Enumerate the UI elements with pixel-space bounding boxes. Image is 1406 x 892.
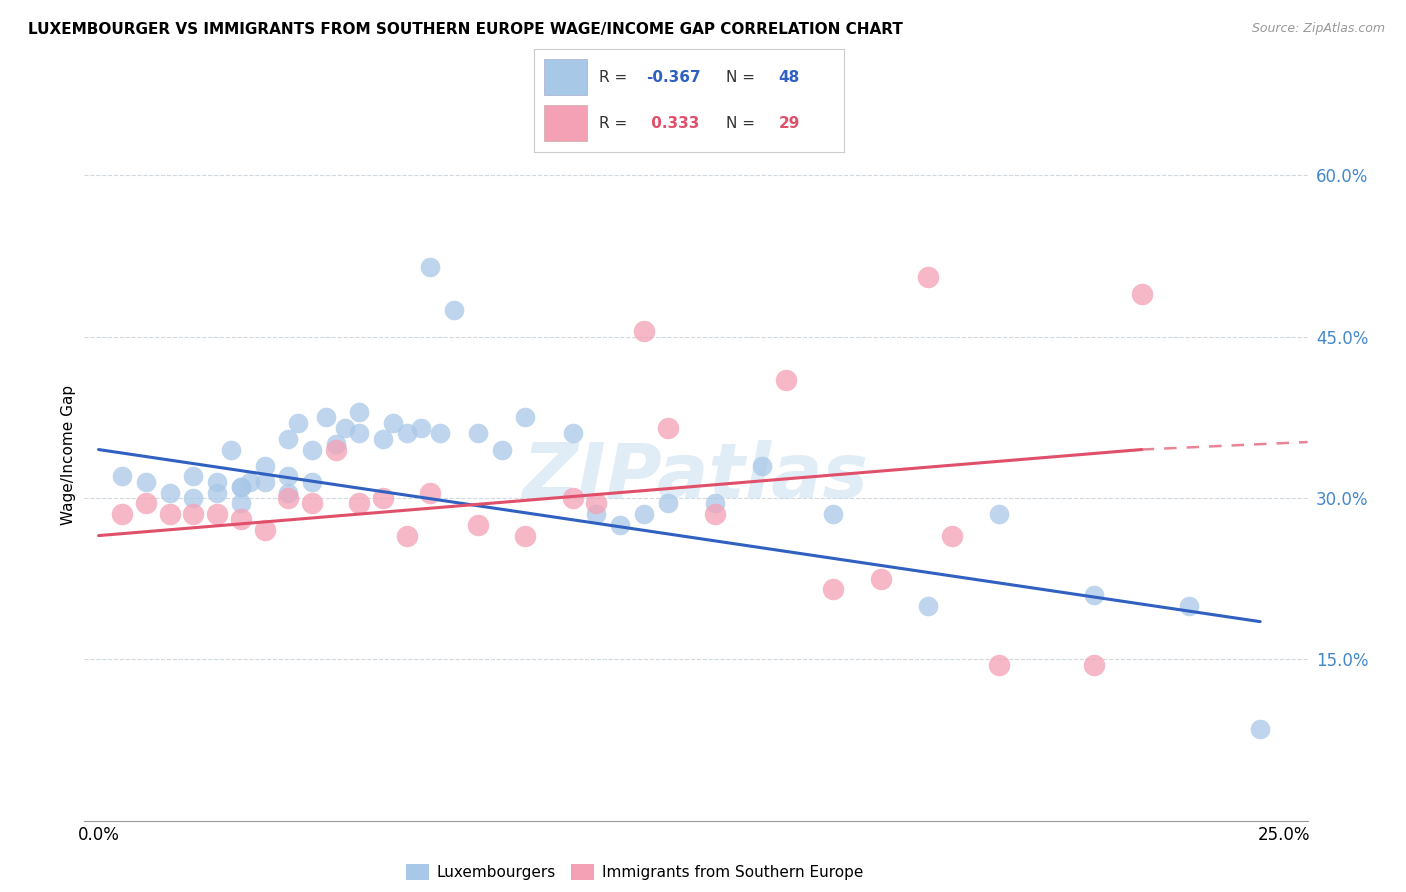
Point: [941, 528, 963, 542]
Point: [159, 507, 181, 521]
Point: [633, 324, 655, 338]
Point: [395, 528, 418, 542]
Y-axis label: Wage/Income Gap: Wage/Income Gap: [60, 384, 76, 525]
Point: [229, 512, 252, 526]
Point: [229, 480, 252, 494]
Point: [467, 517, 489, 532]
Point: [657, 421, 679, 435]
Point: [183, 469, 205, 483]
Point: [229, 496, 252, 510]
Point: [1178, 599, 1201, 613]
Point: [703, 496, 725, 510]
Point: [409, 421, 432, 435]
Point: [277, 491, 299, 505]
Point: [561, 491, 583, 505]
Point: [823, 582, 845, 597]
Point: [395, 426, 418, 441]
Point: [751, 458, 773, 473]
Point: [561, 426, 583, 441]
Text: N =: N =: [725, 116, 759, 131]
Point: [325, 437, 347, 451]
Point: [515, 528, 537, 542]
Text: 0.333: 0.333: [645, 116, 699, 131]
Text: R =: R =: [599, 70, 633, 85]
Point: [381, 416, 404, 430]
Point: [205, 485, 228, 500]
Point: [419, 485, 441, 500]
Text: 48: 48: [779, 70, 800, 85]
Point: [585, 496, 607, 510]
Point: [491, 442, 513, 457]
Point: [183, 507, 205, 521]
Point: [775, 373, 797, 387]
Point: [823, 507, 845, 521]
Point: [221, 442, 243, 457]
Point: [349, 496, 371, 510]
Point: [429, 426, 451, 441]
Point: [205, 475, 228, 489]
Point: [325, 442, 347, 457]
Point: [371, 491, 394, 505]
Point: [1130, 286, 1153, 301]
Point: [1083, 657, 1105, 672]
Point: [159, 485, 181, 500]
Point: [371, 432, 394, 446]
Point: [333, 421, 356, 435]
Point: [301, 442, 323, 457]
Bar: [544, 59, 586, 95]
Point: [585, 507, 607, 521]
Point: [277, 485, 299, 500]
Bar: [544, 105, 586, 141]
Text: LUXEMBOURGER VS IMMIGRANTS FROM SOUTHERN EUROPE WAGE/INCOME GAP CORRELATION CHAR: LUXEMBOURGER VS IMMIGRANTS FROM SOUTHERN…: [28, 22, 903, 37]
Point: [229, 480, 252, 494]
Point: [111, 469, 134, 483]
Point: [301, 496, 323, 510]
Point: [988, 507, 1011, 521]
Point: [277, 469, 299, 483]
Point: [301, 475, 323, 489]
Point: [183, 491, 205, 505]
Point: [917, 599, 939, 613]
Text: R =: R =: [599, 116, 633, 131]
Point: [253, 475, 276, 489]
Text: -0.367: -0.367: [645, 70, 700, 85]
Point: [1249, 723, 1271, 737]
Point: [443, 302, 465, 317]
Point: [349, 405, 371, 419]
Point: [277, 432, 299, 446]
Point: [467, 426, 489, 441]
Point: [349, 426, 371, 441]
Point: [205, 507, 228, 521]
Point: [135, 475, 157, 489]
Point: [239, 475, 262, 489]
Point: [253, 523, 276, 537]
Point: [515, 410, 537, 425]
Text: Source: ZipAtlas.com: Source: ZipAtlas.com: [1251, 22, 1385, 36]
Text: ZIPatlas: ZIPatlas: [523, 440, 869, 514]
Point: [111, 507, 134, 521]
Point: [917, 270, 939, 285]
Point: [419, 260, 441, 274]
Point: [315, 410, 337, 425]
Legend: Luxembourgers, Immigrants from Southern Europe: Luxembourgers, Immigrants from Southern …: [401, 858, 869, 886]
Point: [657, 496, 679, 510]
Text: 29: 29: [779, 116, 800, 131]
Point: [253, 458, 276, 473]
Point: [609, 517, 631, 532]
Point: [287, 416, 309, 430]
Point: [703, 507, 725, 521]
Point: [988, 657, 1011, 672]
Point: [633, 507, 655, 521]
Point: [135, 496, 157, 510]
Point: [1083, 588, 1105, 602]
Point: [870, 572, 893, 586]
Text: N =: N =: [725, 70, 759, 85]
